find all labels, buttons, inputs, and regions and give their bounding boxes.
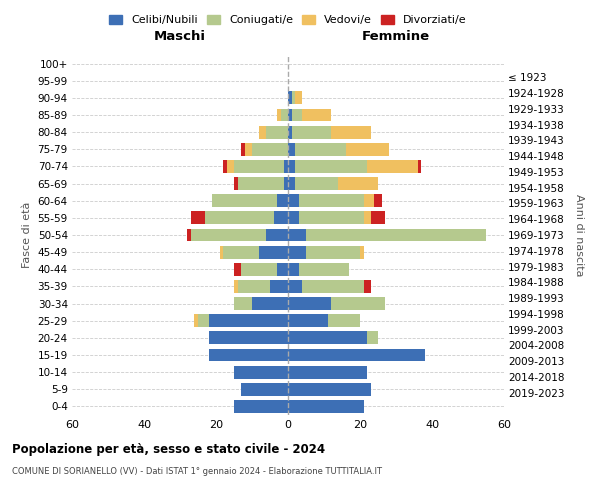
Bar — [292, 108, 302, 122]
Bar — [367, 332, 378, 344]
Text: COMUNE DI SORIANELLO (VV) - Dati ISTAT 1° gennaio 2024 - Elaborazione TUTTITALIA: COMUNE DI SORIANELLO (VV) - Dati ISTAT 1… — [12, 468, 382, 476]
Bar — [288, 400, 364, 413]
Bar — [288, 263, 299, 276]
Bar — [288, 160, 295, 173]
Bar — [302, 108, 331, 122]
Bar — [220, 246, 223, 258]
Bar — [234, 366, 288, 378]
Bar — [187, 228, 191, 241]
Bar — [266, 126, 288, 138]
Bar — [284, 160, 288, 173]
Bar — [212, 194, 277, 207]
Bar — [288, 297, 331, 310]
Bar — [238, 177, 284, 190]
Y-axis label: Anni di nascita: Anni di nascita — [574, 194, 584, 276]
Bar — [288, 314, 328, 327]
Bar — [346, 143, 389, 156]
Bar — [241, 383, 288, 396]
Bar — [288, 348, 425, 362]
Bar — [274, 212, 288, 224]
Bar — [277, 108, 281, 122]
Bar — [209, 314, 288, 327]
Bar — [205, 212, 274, 224]
Bar — [288, 366, 367, 378]
Bar — [374, 194, 382, 207]
Bar — [245, 143, 252, 156]
Bar — [198, 314, 209, 327]
Bar — [302, 280, 364, 293]
Text: Femmine: Femmine — [362, 30, 430, 43]
Bar — [418, 160, 421, 173]
Bar — [364, 280, 371, 293]
Bar — [234, 297, 252, 310]
Y-axis label: Fasce di età: Fasce di età — [22, 202, 32, 268]
Bar — [328, 314, 360, 327]
Bar — [191, 212, 205, 224]
Bar — [266, 228, 288, 241]
Bar — [299, 194, 364, 207]
Bar — [234, 160, 284, 173]
Bar — [277, 194, 288, 207]
Bar — [209, 348, 288, 362]
Bar — [252, 143, 288, 156]
Bar — [299, 212, 364, 224]
Bar — [367, 160, 418, 173]
Bar — [241, 143, 245, 156]
Bar — [288, 246, 306, 258]
Bar — [234, 400, 288, 413]
Bar — [270, 280, 288, 293]
Bar — [288, 108, 292, 122]
Bar — [194, 314, 198, 327]
Bar — [360, 246, 364, 258]
Bar — [371, 212, 385, 224]
Bar — [288, 228, 306, 241]
Bar — [288, 92, 292, 104]
Bar — [288, 332, 367, 344]
Bar — [288, 143, 295, 156]
Bar — [292, 92, 295, 104]
Bar — [238, 280, 270, 293]
Bar — [295, 143, 346, 156]
Bar — [284, 177, 288, 190]
Bar — [306, 246, 360, 258]
Bar — [331, 297, 385, 310]
Bar — [331, 126, 371, 138]
Bar — [209, 332, 288, 344]
Bar — [227, 160, 234, 173]
Bar — [234, 280, 238, 293]
Bar — [295, 177, 338, 190]
Bar — [281, 108, 288, 122]
Bar — [295, 160, 367, 173]
Bar — [234, 177, 238, 190]
Bar — [295, 92, 302, 104]
Bar — [288, 383, 371, 396]
Bar — [288, 177, 295, 190]
Bar — [288, 212, 299, 224]
Bar — [252, 297, 288, 310]
Bar — [191, 228, 266, 241]
Bar — [241, 263, 277, 276]
Bar — [223, 246, 259, 258]
Bar — [364, 194, 374, 207]
Text: Popolazione per età, sesso e stato civile - 2024: Popolazione per età, sesso e stato civil… — [12, 442, 325, 456]
Bar — [364, 212, 371, 224]
Bar — [259, 246, 288, 258]
Bar — [288, 280, 302, 293]
Bar — [234, 263, 241, 276]
Legend: Celibi/Nubili, Coniugati/e, Vedovi/e, Divorziati/e: Celibi/Nubili, Coniugati/e, Vedovi/e, Di… — [105, 10, 471, 29]
Bar — [299, 263, 349, 276]
Bar — [292, 126, 331, 138]
Bar — [277, 263, 288, 276]
Bar — [338, 177, 378, 190]
Bar — [259, 126, 266, 138]
Bar — [306, 228, 486, 241]
Bar — [288, 194, 299, 207]
Text: Maschi: Maschi — [154, 30, 206, 43]
Bar — [223, 160, 227, 173]
Bar — [288, 126, 292, 138]
